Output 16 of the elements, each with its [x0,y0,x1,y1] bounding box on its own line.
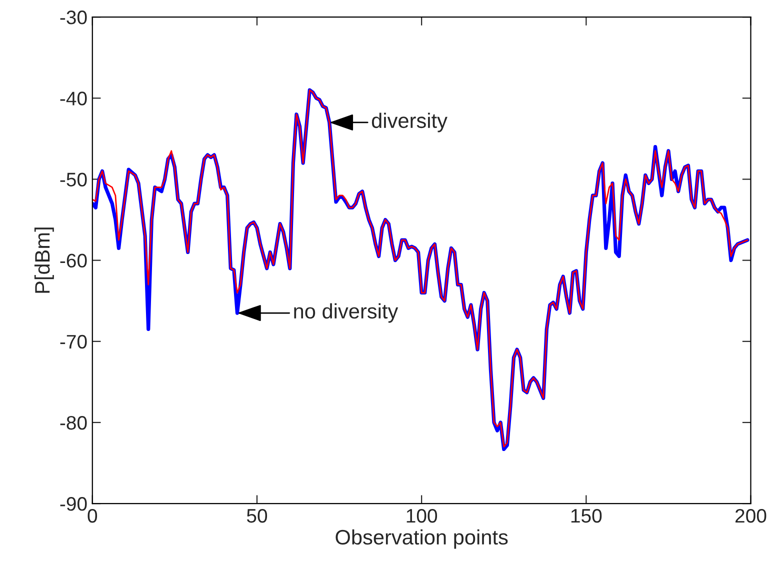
annotation: diversity [372,112,448,132]
y-tick-label: -80 [60,416,87,430]
x-tick-label: 200 [736,508,766,523]
y-tick-label: -50 [60,172,87,186]
annotation: no diversity [294,303,398,323]
y-tick-label: -60 [60,254,87,268]
y-tick-label: -90 [60,497,87,511]
x-axis-title: Observation points [336,529,508,549]
x-tick-label: 50 [246,508,268,523]
y-tick-label: -30 [60,10,87,24]
x-tick-label: 100 [406,508,438,523]
x-tick-label: 150 [571,508,602,523]
x-tick-label: 0 [88,508,98,523]
y-tick-label: -40 [60,92,87,106]
y-tick-label: -70 [60,334,87,349]
y-axis-title: P[dBm] [34,228,54,293]
